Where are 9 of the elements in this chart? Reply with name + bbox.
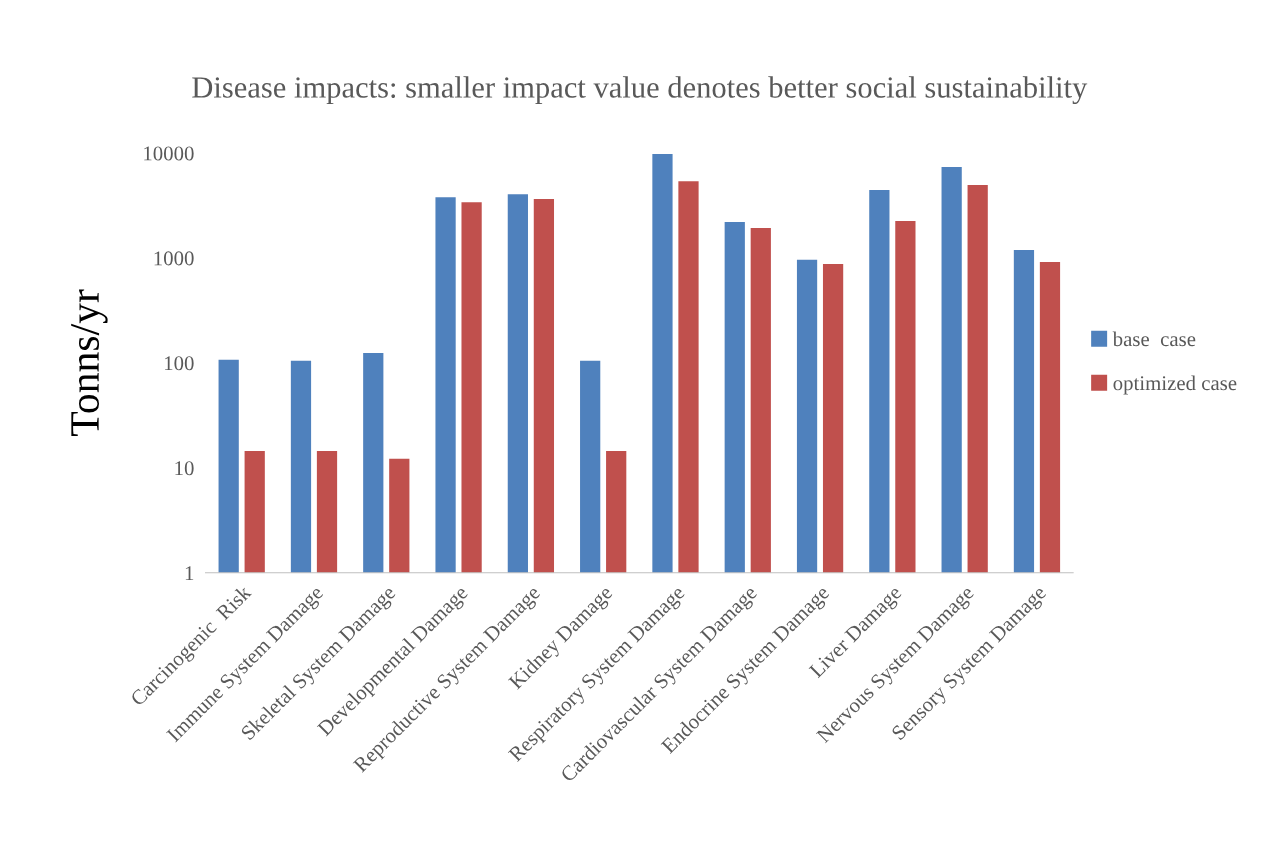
legend-label: base case	[1112, 331, 1196, 347]
y-tick-label: 100	[165, 356, 194, 371]
chart-title: Disease impacts: smaller impact value denotes better social sustainability	[192, 76, 1088, 105]
y-tick-label: 1	[185, 566, 194, 580]
y-axis-title: Tonns/yr	[71, 289, 108, 436]
legend-label: optimized case	[1113, 375, 1237, 395]
y-tick-label: 10000	[144, 146, 194, 161]
y-tick-label: 10	[175, 461, 194, 476]
y-tick-label: 1000	[154, 251, 194, 266]
